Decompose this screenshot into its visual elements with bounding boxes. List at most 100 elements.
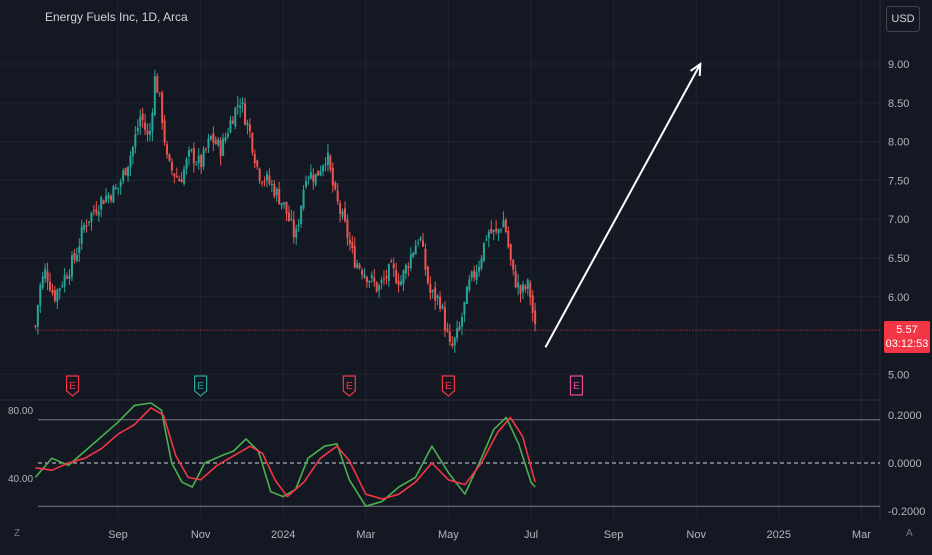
- candle-body: [253, 153, 256, 164]
- last-price-value: 5.57: [896, 324, 918, 336]
- candle-body: [36, 305, 39, 327]
- candle-body: [212, 133, 215, 143]
- candle-body: [485, 239, 488, 241]
- candle-body: [58, 288, 61, 291]
- candle-body: [300, 205, 303, 224]
- candle-body: [102, 200, 105, 204]
- candle-body: [519, 285, 522, 294]
- candle-body: [482, 242, 485, 261]
- candle-body: [363, 274, 366, 278]
- candle-body: [205, 148, 208, 150]
- candle-body: [307, 178, 310, 180]
- candle-body: [534, 310, 537, 325]
- price-axis-label: 8.50: [888, 98, 909, 110]
- candle-body: [324, 163, 327, 165]
- candle-body: [217, 139, 220, 146]
- currency-button[interactable]: USD: [886, 6, 920, 32]
- candle-body: [322, 165, 325, 172]
- candle-body: [419, 238, 422, 241]
- price-axis-label: 7.50: [888, 175, 909, 187]
- candle-body: [490, 228, 493, 233]
- candle-body: [370, 275, 373, 279]
- candle-body: [256, 160, 259, 167]
- earnings-marker[interactable]: E: [194, 375, 208, 397]
- candle-body: [239, 105, 242, 109]
- candle-body: [73, 253, 76, 260]
- earnings-marker[interactable]: E: [65, 375, 80, 397]
- candle-body: [200, 155, 203, 168]
- trend-arrow-head: [689, 61, 702, 77]
- candle-body: [185, 159, 188, 169]
- candle-body: [458, 325, 461, 330]
- candle-body: [105, 195, 108, 202]
- candle-body: [475, 271, 478, 280]
- candle-body: [380, 280, 383, 283]
- candle-body: [197, 155, 200, 164]
- oscillator-axis-label: 0.2000: [888, 410, 922, 422]
- candle-body: [153, 76, 156, 115]
- candle-body: [234, 107, 237, 127]
- candle-body: [90, 212, 93, 222]
- time-axis-label: Jul: [524, 529, 538, 541]
- candle-body: [351, 242, 354, 249]
- candle-body: [353, 246, 356, 268]
- candle-body: [448, 331, 451, 342]
- candle-body: [375, 281, 378, 292]
- candle-body: [170, 162, 173, 171]
- candle-body: [297, 224, 300, 227]
- candle-body: [156, 76, 159, 93]
- candle-body: [83, 224, 86, 230]
- candle-body: [290, 218, 293, 220]
- candle-body: [400, 281, 403, 285]
- candle-body: [166, 144, 169, 155]
- candle-body: [429, 283, 432, 294]
- candle-body: [117, 187, 120, 189]
- candle-body: [395, 270, 398, 283]
- earnings-marker[interactable]: E: [441, 375, 455, 397]
- candle-body: [329, 155, 332, 170]
- candle-body: [302, 189, 305, 209]
- candle-body: [314, 173, 317, 185]
- candle-body: [434, 287, 437, 301]
- candle-body: [407, 266, 410, 269]
- price-axis-label: 6.00: [888, 292, 909, 304]
- candle-body: [348, 239, 351, 244]
- candle-body: [378, 285, 381, 291]
- time-axis-label: Mar: [356, 529, 375, 541]
- candle-body: [119, 181, 122, 187]
- candle-body: [207, 138, 210, 149]
- candle-body: [456, 328, 459, 339]
- candle-body: [78, 246, 81, 253]
- candle-body: [34, 325, 37, 327]
- earnings-marker-shape: [194, 375, 208, 397]
- candle-body: [402, 270, 405, 284]
- candle-body: [263, 180, 266, 182]
- candle-body: [248, 124, 251, 132]
- candle-body: [107, 194, 110, 199]
- candle-body: [85, 225, 88, 227]
- oscillator-slow-line: [35, 406, 536, 500]
- candle-body: [336, 190, 339, 202]
- candle-body: [124, 168, 127, 175]
- candle-body: [521, 284, 524, 292]
- candle-body: [88, 221, 91, 223]
- candle-body: [195, 163, 198, 165]
- candle-body: [283, 202, 286, 205]
- earnings-marker-shape: [569, 375, 584, 396]
- candle-body: [509, 244, 512, 261]
- candle-body: [258, 168, 261, 181]
- candle-body: [229, 120, 232, 133]
- candle-body: [275, 188, 278, 196]
- earnings-marker[interactable]: E: [569, 375, 584, 396]
- earnings-marker[interactable]: E: [342, 375, 356, 397]
- auto-scale-button[interactable]: A: [906, 528, 913, 539]
- candle-body: [451, 343, 454, 346]
- candle-body: [334, 182, 337, 190]
- time-axis-label: Nov: [191, 529, 211, 541]
- left-corner-icon[interactable]: Z: [14, 528, 21, 539]
- candle-body: [382, 278, 385, 280]
- candle-body: [500, 229, 503, 231]
- candle-body: [68, 275, 71, 279]
